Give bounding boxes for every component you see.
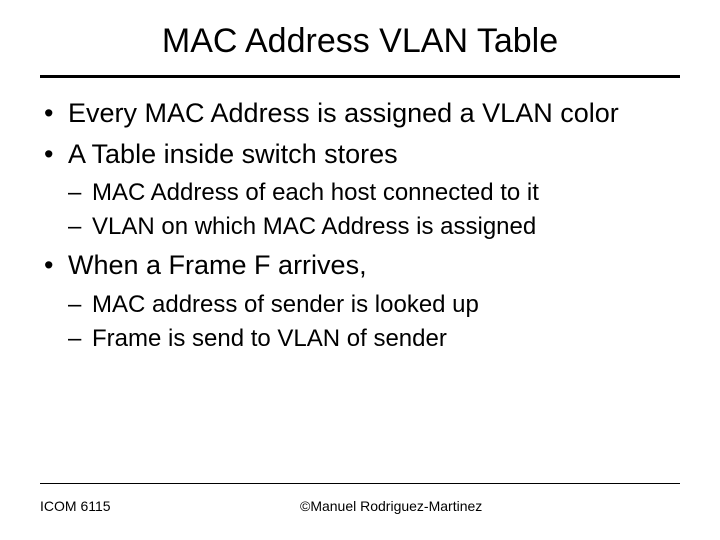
bullet-item: Every MAC Address is assigned a VLAN col… xyxy=(44,96,680,131)
sub-bullet-item: MAC address of sender is looked up xyxy=(68,289,680,321)
bullet-item: A Table inside switch stores MAC Address… xyxy=(44,137,680,243)
slide-title: MAC Address VLAN Table xyxy=(40,0,680,75)
sub-bullet-text: MAC Address of each host connected to it xyxy=(92,179,539,206)
sub-bullet-text: Frame is send to VLAN of sender xyxy=(92,325,447,352)
sub-bullet-list: MAC address of sender is looked up Frame… xyxy=(68,289,680,354)
sub-bullet-text: MAC address of sender is looked up xyxy=(92,291,479,318)
title-underline xyxy=(40,75,680,78)
sub-bullet-item: VLAN on which MAC Address is assigned xyxy=(68,211,680,243)
footer-center: ©Manuel Rodriguez-Martinez xyxy=(240,498,680,514)
bullet-text: When a Frame F arrives, xyxy=(68,250,367,280)
slide: MAC Address VLAN Table Every MAC Address… xyxy=(0,0,720,540)
slide-content: Every MAC Address is assigned a VLAN col… xyxy=(40,96,680,354)
bullet-item: When a Frame F arrives, MAC address of s… xyxy=(44,248,680,354)
bullet-text: Every MAC Address is assigned a VLAN col… xyxy=(68,98,619,128)
footer-rule xyxy=(40,483,680,484)
slide-footer: ICOM 6115 ©Manuel Rodriguez-Martinez xyxy=(40,498,680,514)
sub-bullet-text: VLAN on which MAC Address is assigned xyxy=(92,213,536,240)
sub-bullet-item: MAC Address of each host connected to it xyxy=(68,177,680,209)
bullet-list: Every MAC Address is assigned a VLAN col… xyxy=(44,96,680,354)
bullet-text: A Table inside switch stores xyxy=(68,139,398,169)
footer-left: ICOM 6115 xyxy=(40,498,240,514)
sub-bullet-item: Frame is send to VLAN of sender xyxy=(68,323,680,355)
sub-bullet-list: MAC Address of each host connected to it… xyxy=(68,177,680,242)
